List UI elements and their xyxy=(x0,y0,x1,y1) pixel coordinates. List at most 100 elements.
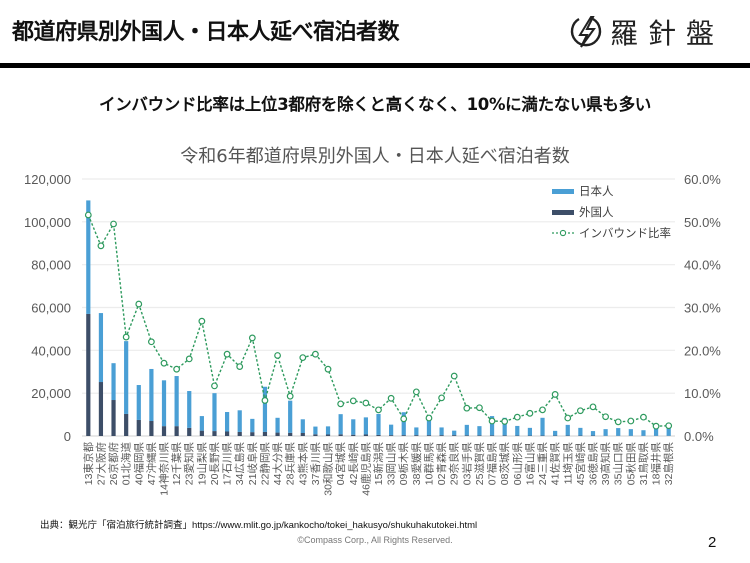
x-tick-label: 10群馬県 xyxy=(422,442,435,486)
ratio-point xyxy=(438,394,445,402)
bar-japanese xyxy=(351,419,356,435)
bar-foreign xyxy=(98,382,104,436)
bar-japanese xyxy=(300,419,305,434)
bar-foreign xyxy=(338,434,343,436)
ratio-point xyxy=(387,394,395,402)
bar-japanese xyxy=(603,429,608,436)
x-tick-label: 08茨城県 xyxy=(498,442,511,486)
ratio-point xyxy=(602,413,610,421)
ratio-point xyxy=(665,422,673,430)
ratio-point xyxy=(362,399,370,407)
bar-japanese xyxy=(161,380,167,427)
y-tick-label: 60,000 xyxy=(31,301,71,316)
x-tick-label: 32島根県 xyxy=(662,442,675,486)
bar-japanese xyxy=(565,424,570,436)
x-tick-label: 12千葉県 xyxy=(170,442,183,486)
bar-foreign xyxy=(439,435,444,436)
bar-japanese xyxy=(212,393,217,432)
bar-foreign xyxy=(237,431,242,436)
bar-foreign xyxy=(187,427,192,436)
bar-japanese xyxy=(452,430,457,436)
ratio-point xyxy=(198,317,206,325)
ratio-point xyxy=(652,422,660,430)
bar-japanese xyxy=(527,427,533,436)
legend-swatch-foreign xyxy=(552,210,574,215)
bar-japanese xyxy=(389,424,394,436)
bar-foreign xyxy=(464,435,469,436)
bar-foreign xyxy=(401,435,406,436)
ratio-point xyxy=(185,355,193,363)
bar-foreign xyxy=(136,419,141,436)
ratio-point xyxy=(425,414,433,422)
x-tick-label: 14神奈川県 xyxy=(158,442,171,496)
bar-japanese xyxy=(439,427,444,436)
bar-japanese xyxy=(590,431,596,436)
y2-tick-label: 10.0% xyxy=(684,386,721,401)
bar-japanese xyxy=(376,413,381,435)
ratio-point xyxy=(463,404,471,412)
bar-foreign xyxy=(124,413,129,436)
bar-foreign xyxy=(376,434,381,436)
ratio-point xyxy=(476,404,483,412)
bar-japanese xyxy=(124,341,129,414)
y2-tick-label: 0.0% xyxy=(684,429,714,444)
x-tick-label: 33岡山県 xyxy=(386,442,398,486)
bar-japanese xyxy=(540,417,545,436)
bar-japanese xyxy=(262,386,268,432)
bar-japanese xyxy=(578,427,583,436)
bar-foreign xyxy=(452,435,457,436)
x-tick-label: 11埼玉県 xyxy=(561,442,574,485)
bar-japanese xyxy=(414,427,419,436)
ratio-point xyxy=(135,300,143,308)
bar-foreign xyxy=(389,435,394,436)
ratio-point xyxy=(261,397,269,404)
y-tick-label: 80,000 xyxy=(31,258,71,273)
ratio-point xyxy=(349,397,357,405)
ratio-point xyxy=(614,418,622,426)
x-tick-label: 17石川県 xyxy=(222,442,234,486)
ratio-point xyxy=(122,333,130,341)
x-tick-label: 23愛知県 xyxy=(183,442,196,486)
header-divider xyxy=(0,63,750,68)
bar-foreign xyxy=(477,435,482,436)
bar-foreign xyxy=(86,313,91,436)
bar-japanese xyxy=(477,426,482,436)
logo: 羅針盤 xyxy=(568,10,724,54)
bar-foreign xyxy=(275,432,280,436)
ratio-point xyxy=(211,382,218,390)
legend-marker-ratio xyxy=(559,229,567,237)
bar-japanese xyxy=(515,425,520,436)
x-tick-label: 13東京都 xyxy=(82,442,95,486)
ratio-point xyxy=(589,403,597,411)
ratio-point xyxy=(450,372,458,380)
x-tick-label: 15新潟県 xyxy=(372,442,385,486)
bar-foreign xyxy=(111,400,116,436)
x-tick-label: 46鹿児島県 xyxy=(359,442,372,496)
ratio-point xyxy=(110,220,117,228)
x-tick-label: 02青森県 xyxy=(435,442,448,486)
bar-foreign xyxy=(502,435,507,436)
x-tick-label: 40福岡県 xyxy=(132,442,145,486)
bar-japanese xyxy=(98,313,104,383)
ratio-point xyxy=(160,359,168,367)
x-tick-label: 21岐阜県 xyxy=(246,442,259,486)
bar-japanese xyxy=(86,200,91,314)
x-tick-label: 44大分県 xyxy=(271,442,284,486)
bar-japanese xyxy=(338,414,343,435)
x-tick-label: 09栃木県 xyxy=(397,442,410,486)
ratio-point xyxy=(337,400,345,408)
x-tick-label: 42長崎県 xyxy=(347,442,360,486)
bar-foreign xyxy=(212,431,217,436)
ratio-point xyxy=(564,414,572,422)
x-tick-label: 39高知県 xyxy=(599,442,612,486)
bar-japanese xyxy=(288,400,293,433)
y2-tick-label: 50.0% xyxy=(684,215,721,230)
ratio-point xyxy=(248,334,256,342)
bar-japanese xyxy=(199,416,204,431)
ratio-point xyxy=(173,365,181,373)
ratio-point xyxy=(84,211,92,219)
ratio-point xyxy=(299,354,307,362)
x-tick-label: 31鳥取県 xyxy=(637,442,650,486)
ratio-point xyxy=(312,350,319,358)
x-tick-label: 01北海道 xyxy=(120,442,133,486)
